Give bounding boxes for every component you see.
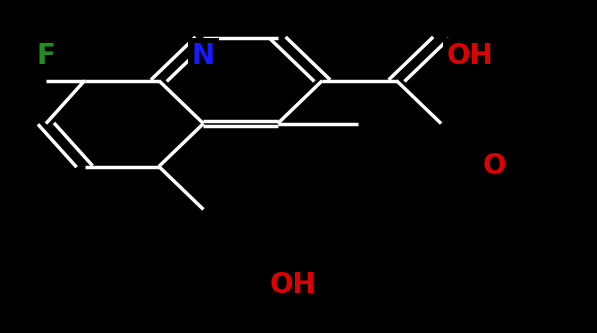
- Text: OH: OH: [447, 42, 494, 70]
- Text: O: O: [483, 153, 506, 180]
- Text: OH: OH: [269, 270, 316, 298]
- Text: N: N: [192, 42, 215, 70]
- Text: F: F: [36, 42, 56, 70]
